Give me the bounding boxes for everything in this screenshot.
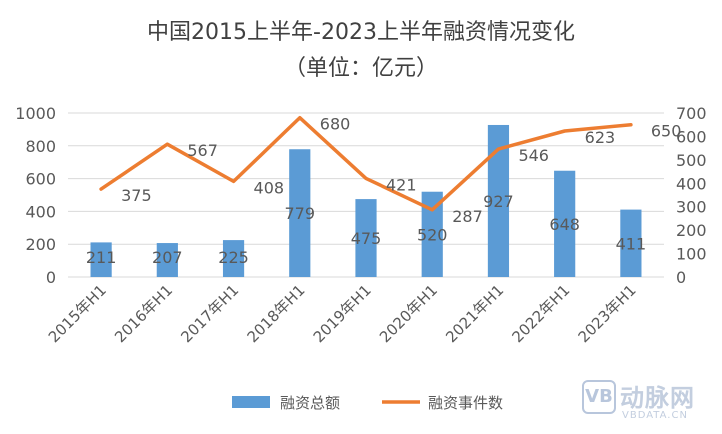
bar-data-label: 927 — [483, 192, 514, 211]
y-left-tick-label: 600 — [25, 170, 56, 189]
x-tick-label: 2016年H1 — [111, 281, 176, 346]
bar — [289, 149, 311, 277]
bar — [355, 199, 377, 277]
line-data-label: 287 — [452, 207, 483, 226]
bar-data-label: 475 — [351, 229, 382, 248]
x-tick-label: 2015年H1 — [45, 281, 110, 346]
series-line — [99, 115, 633, 212]
bar — [222, 240, 245, 277]
y-right-tick-label: 400 — [676, 174, 707, 193]
line-data-label: 375 — [121, 186, 152, 205]
bar — [554, 170, 576, 277]
y-left-tick-label: 800 — [25, 137, 56, 156]
bar-data-label: 648 — [549, 215, 580, 234]
y-left-tick-label: 0 — [46, 268, 56, 287]
y-right-tick-label: 100 — [676, 245, 707, 264]
line-data-label: 546 — [518, 146, 549, 165]
line-data-label: 680 — [320, 115, 351, 134]
watermark-name: 动脉网 — [620, 384, 695, 412]
line-data-label: 650 — [651, 122, 682, 141]
bar-data-label: 520 — [417, 225, 448, 244]
y-left-tick-label: 200 — [25, 235, 56, 254]
line-data-label: 567 — [187, 141, 218, 160]
y-right-tick-label: 600 — [676, 127, 707, 146]
x-tick-label: 2018年H1 — [244, 281, 309, 346]
legend-swatch-bar — [232, 396, 270, 408]
bar-data-label: 411 — [616, 234, 647, 253]
legend-label-bar: 融资总额 — [280, 394, 340, 412]
y-right-tick-label: 200 — [676, 221, 707, 240]
bar-data-label: 211 — [86, 248, 117, 267]
bar — [421, 191, 443, 277]
bar — [487, 124, 510, 277]
bar — [90, 242, 112, 277]
x-tick-label: 2022年H1 — [508, 281, 573, 346]
y-left-tick-label: 1000 — [15, 104, 56, 123]
line-data-label: 623 — [585, 128, 616, 147]
vbdata-watermark: VB 动脉网 VBDATA.CN — [582, 378, 712, 430]
legend-label-line: 融资事件数 — [428, 394, 503, 412]
x-tick-label: 2019年H1 — [310, 281, 375, 346]
x-tick-label: 2021年H1 — [442, 281, 507, 346]
chart-subtitle: （单位：亿元） — [283, 56, 438, 81]
bar-data-label: 779 — [285, 204, 316, 223]
y-right-tick-label: 0 — [676, 268, 686, 287]
chart-title: 中国2015上半年-2023上半年融资情况变化 — [147, 20, 575, 45]
line-data-label: 408 — [254, 178, 285, 197]
bar-data-label: 225 — [218, 248, 249, 267]
y-left-tick-label: 400 — [25, 202, 56, 221]
vbdata-logo-icon: VB — [582, 380, 616, 414]
watermark-url: VBDATA.CN — [622, 410, 688, 421]
x-tick-label: 2017年H1 — [177, 281, 242, 346]
y-right-tick-label: 700 — [676, 104, 707, 123]
x-tick-label: 2020年H1 — [376, 281, 441, 346]
line-data-label: 421 — [386, 175, 417, 194]
x-tick-label: 2023年H1 — [575, 281, 640, 346]
bar — [156, 243, 178, 277]
bar — [620, 209, 642, 277]
y-right-tick-label: 500 — [676, 151, 707, 170]
bar-data-label: 207 — [152, 248, 183, 267]
y-right-tick-label: 300 — [676, 198, 707, 217]
